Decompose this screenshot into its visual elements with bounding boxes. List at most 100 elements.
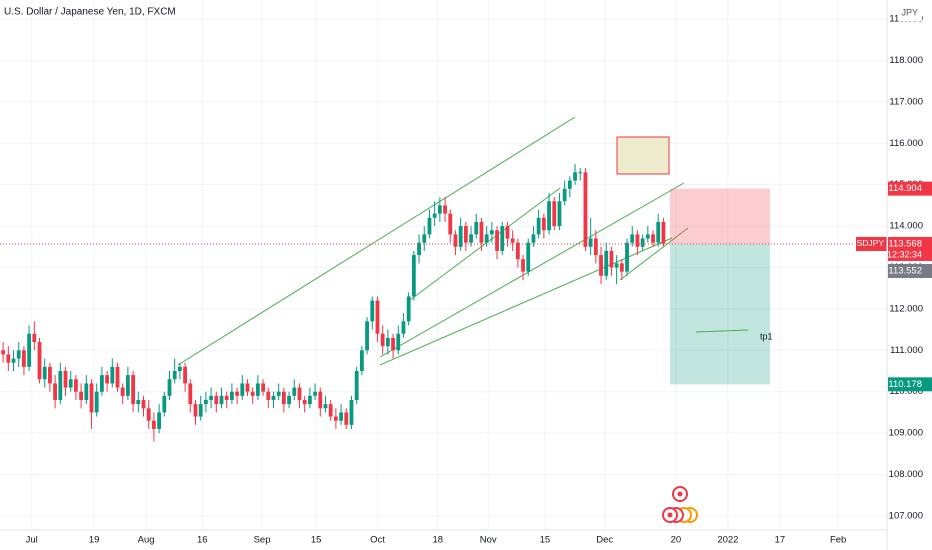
candle-body [276, 391, 281, 396]
candle-body [136, 399, 141, 405]
channel-line [379, 182, 685, 358]
candle-body [463, 226, 468, 243]
candle-body [625, 242, 629, 272]
candle-body [22, 350, 26, 367]
currency-bg [898, 5, 922, 21]
x-tick-label: 17 [775, 535, 786, 546]
candle-body [411, 255, 416, 297]
candle-body [339, 412, 343, 421]
channel-line [379, 237, 673, 366]
candle-body [375, 300, 380, 334]
y-tick-label: 117.000 [889, 96, 923, 107]
candle-body [224, 395, 229, 400]
x-tick-label: Oct [370, 535, 385, 546]
x-tick-label: 20 [671, 535, 682, 546]
candle-body [531, 234, 536, 243]
candle-body [656, 221, 661, 243]
candle-body [333, 416, 338, 421]
x-tick-label: 19 [89, 535, 100, 546]
candle-body [484, 234, 489, 243]
candle-body [557, 201, 562, 227]
target-zone [670, 243, 770, 385]
candle-body [235, 391, 239, 396]
candle-body [261, 383, 265, 392]
candle-body [287, 395, 291, 405]
candle-body [146, 408, 151, 421]
candle-body [245, 383, 250, 392]
candle-body [27, 333, 32, 367]
candle-body [151, 420, 156, 429]
candle-body [406, 296, 411, 322]
candle-body [359, 350, 364, 371]
candle-body [79, 391, 84, 400]
channel-line [619, 227, 689, 281]
candle-body [583, 172, 588, 247]
candle-body [370, 300, 375, 322]
x-tick-label: 15 [311, 535, 322, 546]
candle-body [1, 350, 6, 355]
candle-body [417, 242, 421, 256]
candle-body [48, 366, 52, 384]
event-icon [677, 491, 683, 497]
candle-body [349, 399, 354, 425]
candle-body [453, 234, 458, 247]
candle-body [619, 263, 624, 272]
candle-body [588, 238, 593, 247]
y-tick-label: 109.000 [889, 428, 923, 439]
target-price-label: 110.178 [888, 379, 922, 390]
event-icon [667, 512, 673, 518]
candle-body [541, 217, 546, 231]
candle-body [100, 375, 104, 392]
candle-body [110, 366, 115, 384]
candle-body [599, 255, 603, 276]
candle-body [635, 234, 640, 247]
candle-body [209, 395, 213, 400]
currency-label: JPY [901, 7, 918, 17]
x-tick-label: 18 [432, 535, 443, 546]
position: tp1 [670, 188, 773, 385]
candle-body [162, 395, 167, 413]
candle-body [307, 395, 312, 405]
candle-body [16, 350, 21, 359]
bid-price-label: 113.552 [888, 265, 922, 276]
channel-line [409, 187, 561, 301]
candle-body [105, 375, 110, 384]
candle-body [469, 234, 473, 243]
candle-body [141, 399, 146, 409]
candle-body [115, 366, 120, 388]
candle-body [391, 337, 395, 351]
candle-body [443, 205, 447, 214]
time-axis [0, 530, 887, 550]
candle-body [131, 375, 136, 405]
x-tick-label: Dec [596, 535, 613, 546]
candle-body [495, 230, 499, 251]
candle-body [302, 399, 307, 405]
candle-body [604, 250, 609, 276]
candle-body [193, 404, 198, 417]
bid-price-bg [888, 263, 932, 278]
candle-body [323, 404, 328, 409]
candle-body [318, 391, 323, 409]
candle-body [344, 412, 349, 425]
candle-body [219, 395, 224, 405]
candle-body [432, 213, 437, 218]
axes: 107.000 108.000 109.000 110.000 111.000 112.0… [26, 14, 932, 546]
candle-body [58, 371, 63, 400]
candle-body [645, 234, 650, 239]
candle-body [500, 226, 505, 251]
candle-body [172, 371, 177, 380]
candle-body [521, 259, 525, 272]
x-tick-label: 16 [197, 535, 208, 546]
candle-body [157, 412, 161, 429]
event-icons [662, 486, 698, 523]
y-tick-label: 114.000 [889, 221, 923, 232]
candle-body [567, 180, 572, 189]
candle-body [188, 383, 193, 405]
x-tick-label: 2022 [717, 535, 738, 546]
candle-body [552, 201, 557, 227]
candle-body [448, 213, 453, 235]
x-tick-label: Sep [254, 535, 271, 546]
candle-body [63, 371, 68, 388]
candle-body [68, 379, 73, 388]
candle-body [380, 333, 385, 347]
